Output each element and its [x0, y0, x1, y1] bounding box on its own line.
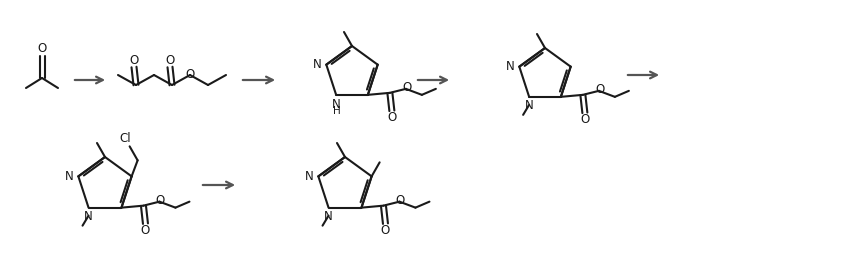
Text: O: O: [595, 83, 605, 96]
Text: N: N: [524, 99, 533, 112]
Text: N: N: [313, 58, 321, 71]
Text: O: O: [130, 54, 138, 67]
Text: O: O: [186, 67, 194, 81]
Text: O: O: [581, 113, 589, 126]
Text: O: O: [37, 43, 47, 55]
Text: N: N: [505, 60, 514, 73]
Text: H: H: [334, 106, 341, 116]
Text: N: N: [324, 210, 333, 223]
Text: O: O: [403, 81, 411, 94]
Text: Cl: Cl: [120, 132, 131, 145]
Text: O: O: [381, 224, 390, 237]
Text: O: O: [396, 194, 405, 207]
Text: N: N: [305, 170, 314, 183]
Text: O: O: [141, 224, 150, 237]
Text: N: N: [332, 98, 340, 111]
Text: O: O: [387, 111, 397, 124]
Text: O: O: [165, 54, 175, 67]
Text: O: O: [156, 194, 165, 207]
Text: N: N: [65, 170, 73, 183]
Text: N: N: [84, 210, 93, 223]
